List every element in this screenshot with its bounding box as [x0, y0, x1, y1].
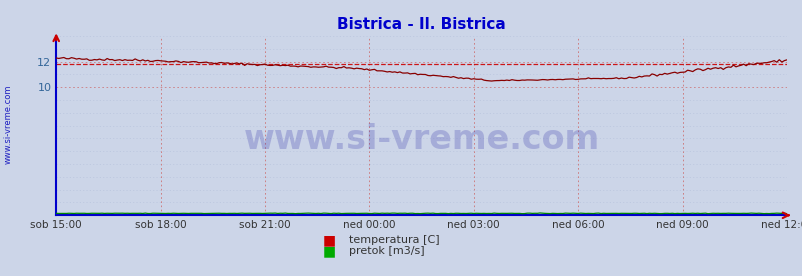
Text: temperatura [C]: temperatura [C] [349, 235, 439, 245]
Text: ■: ■ [322, 244, 335, 258]
Text: ■: ■ [322, 233, 335, 247]
Title: Bistrica - Il. Bistrica: Bistrica - Il. Bistrica [337, 17, 505, 32]
Text: www.si-vreme.com: www.si-vreme.com [243, 123, 599, 156]
Text: pretok [m3/s]: pretok [m3/s] [349, 246, 424, 256]
Text: www.si-vreme.com: www.si-vreme.com [4, 84, 13, 164]
